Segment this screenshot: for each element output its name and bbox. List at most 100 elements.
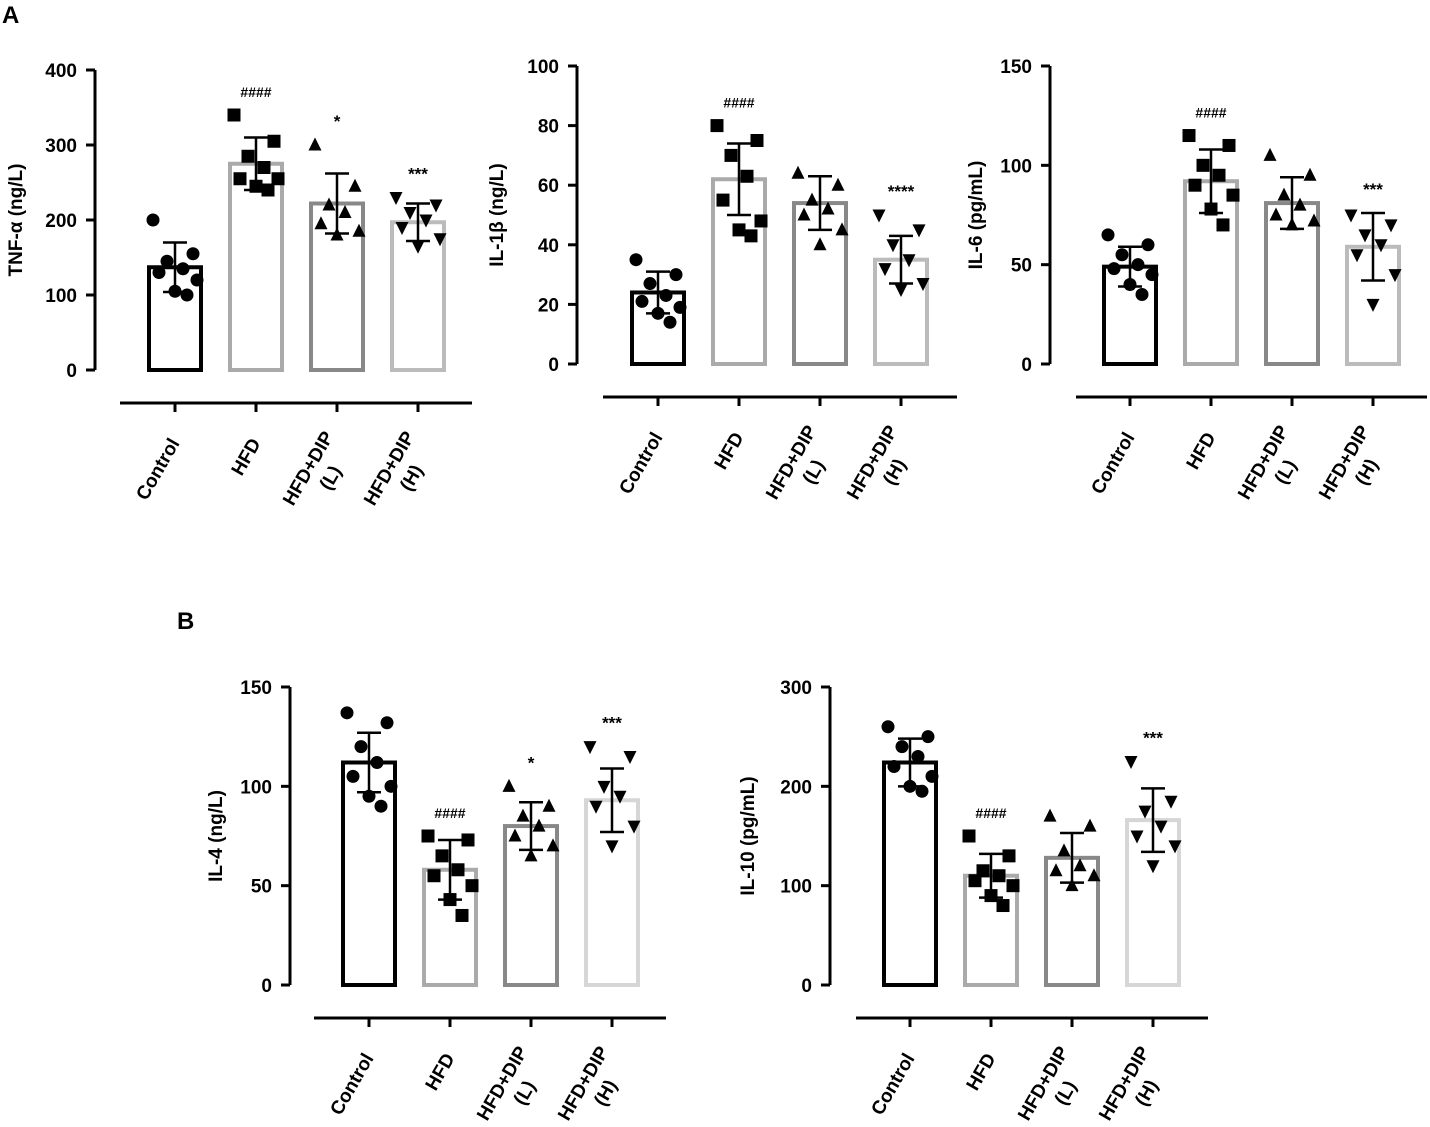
- circle-marker: [673, 300, 687, 314]
- x-tick-label-line: HFD: [1183, 429, 1221, 473]
- significance-label: ####: [240, 84, 271, 100]
- y-tick-label: 400: [45, 61, 77, 82]
- y-axis-label: IL-1β (ng/L): [487, 163, 508, 266]
- chart-il-6: 0 50 100 150 IL-6 (pg/mL) Control #### HFD HFD+D…: [966, 57, 1427, 516]
- square-marker: [227, 108, 241, 122]
- y-tick-label: 20: [538, 295, 559, 316]
- square-marker: [461, 833, 475, 847]
- circle-marker: [881, 720, 895, 734]
- circle-marker: [635, 294, 649, 308]
- triangle-up-marker: [1277, 187, 1291, 201]
- circle-marker: [915, 784, 929, 798]
- circle-marker: [146, 213, 160, 227]
- x-tick-label-line: HFD: [963, 1050, 1001, 1094]
- circle-marker: [176, 262, 190, 276]
- x-tick-label: Control: [133, 435, 185, 504]
- x-tick-label: HFD: [1183, 429, 1221, 473]
- triangle-down-marker: [916, 278, 930, 292]
- x-tick-label: HFD+DIP(L): [762, 422, 842, 516]
- triangle-up-marker: [805, 192, 819, 206]
- triangle-up-marker: [524, 848, 538, 862]
- triangle-up-marker: [835, 222, 849, 236]
- triangle-up-marker: [1057, 843, 1071, 857]
- triangle-up-marker: [1083, 818, 1097, 832]
- square-marker: [435, 849, 449, 863]
- triangle-down-marker: [1138, 805, 1152, 819]
- circle-marker: [887, 759, 901, 773]
- circle-marker: [925, 769, 939, 783]
- significance-label: ***: [408, 165, 428, 184]
- triangle-down-marker: [1168, 840, 1182, 854]
- triangle-up-marker: [348, 178, 362, 192]
- square-marker: [271, 172, 285, 186]
- triangle-up-marker: [308, 137, 322, 151]
- square-marker: [1212, 168, 1226, 182]
- x-tick-label-line: Control: [616, 429, 668, 498]
- circle-marker: [354, 740, 368, 754]
- triangle-down-marker: [1374, 239, 1388, 253]
- triangle-down-marker: [902, 254, 916, 268]
- y-tick-label: 0: [261, 976, 272, 997]
- triangle-down-marker: [1154, 820, 1168, 834]
- triangle-up-marker: [508, 828, 522, 842]
- x-tick-label-line: HFD: [228, 435, 266, 479]
- panel-label-a: A: [2, 2, 20, 29]
- significance-label: ***: [1143, 729, 1163, 748]
- y-tick-label: 50: [251, 877, 272, 898]
- triangle-down-marker: [872, 209, 886, 223]
- square-marker: [233, 172, 247, 186]
- y-tick-label: 0: [801, 976, 812, 997]
- circle-marker: [160, 254, 174, 268]
- x-tick-label-line: HFD: [711, 429, 749, 473]
- circle-marker: [370, 755, 384, 769]
- triangle-up-marker: [1073, 858, 1087, 872]
- x-tick-label: HFD+DIP(H): [554, 1043, 634, 1127]
- x-tick-label-line: Control: [327, 1050, 379, 1119]
- y-tick-label: 300: [780, 678, 812, 699]
- triangle-down-marker: [886, 239, 900, 253]
- significance-label: ####: [1195, 105, 1226, 121]
- triangle-up-marker: [797, 207, 811, 221]
- circle-marker: [663, 315, 677, 329]
- chart-il-10: 0 100 200 300 IL-10 (pg/mL) Control #### HFD HFD…: [738, 678, 1208, 1124]
- y-tick-label: 200: [45, 211, 77, 232]
- triangle-down-marker: [597, 780, 611, 794]
- x-tick-label: Control: [1088, 429, 1140, 498]
- circle-marker: [1145, 268, 1159, 282]
- circle-marker: [629, 253, 643, 267]
- square-marker: [992, 869, 1006, 883]
- y-tick-label: 80: [538, 117, 559, 138]
- y-axis-label: TNF-α (ng/L): [6, 164, 27, 277]
- circle-marker: [1141, 238, 1155, 252]
- triangle-up-marker: [542, 798, 556, 812]
- circle-marker: [340, 706, 354, 720]
- y-tick-label: 60: [538, 176, 559, 197]
- significance-label: ***: [1363, 180, 1383, 199]
- x-tick-label: HFD+DIP(H): [843, 422, 923, 516]
- circle-marker: [152, 266, 166, 279]
- circle-marker: [1131, 258, 1145, 272]
- square-marker: [241, 149, 255, 163]
- y-axis-label: IL-6 (pg/mL): [966, 161, 987, 270]
- square-marker: [1006, 879, 1020, 893]
- triangle-up-marker: [1049, 863, 1063, 877]
- triangle-up-marker: [1303, 167, 1317, 181]
- chart-il-4: 0 50 100 150 IL-4 (ng/L) Control #### HFD * HFD+D…: [206, 678, 666, 1127]
- triangle-up-marker: [821, 201, 835, 215]
- circle-marker: [190, 273, 204, 287]
- triangle-down-marker: [1384, 219, 1398, 233]
- x-tick-label: Control: [327, 1050, 379, 1119]
- x-tick-label: HFD+DIP(L): [1234, 422, 1314, 516]
- triangle-down-marker: [589, 800, 603, 814]
- y-tick-label: 0: [66, 361, 77, 382]
- x-tick-label-line: Control: [1088, 429, 1140, 498]
- square-marker: [710, 119, 724, 133]
- triangle-down-marker: [1130, 830, 1144, 844]
- triangle-down-marker: [1164, 795, 1178, 809]
- triangle-up-marker: [813, 237, 827, 251]
- triangle-up-marker: [532, 818, 546, 832]
- y-tick-label: 100: [45, 286, 77, 307]
- triangle-up-marker: [338, 205, 352, 218]
- panel-label-b: B: [177, 608, 195, 635]
- square-marker: [267, 134, 281, 148]
